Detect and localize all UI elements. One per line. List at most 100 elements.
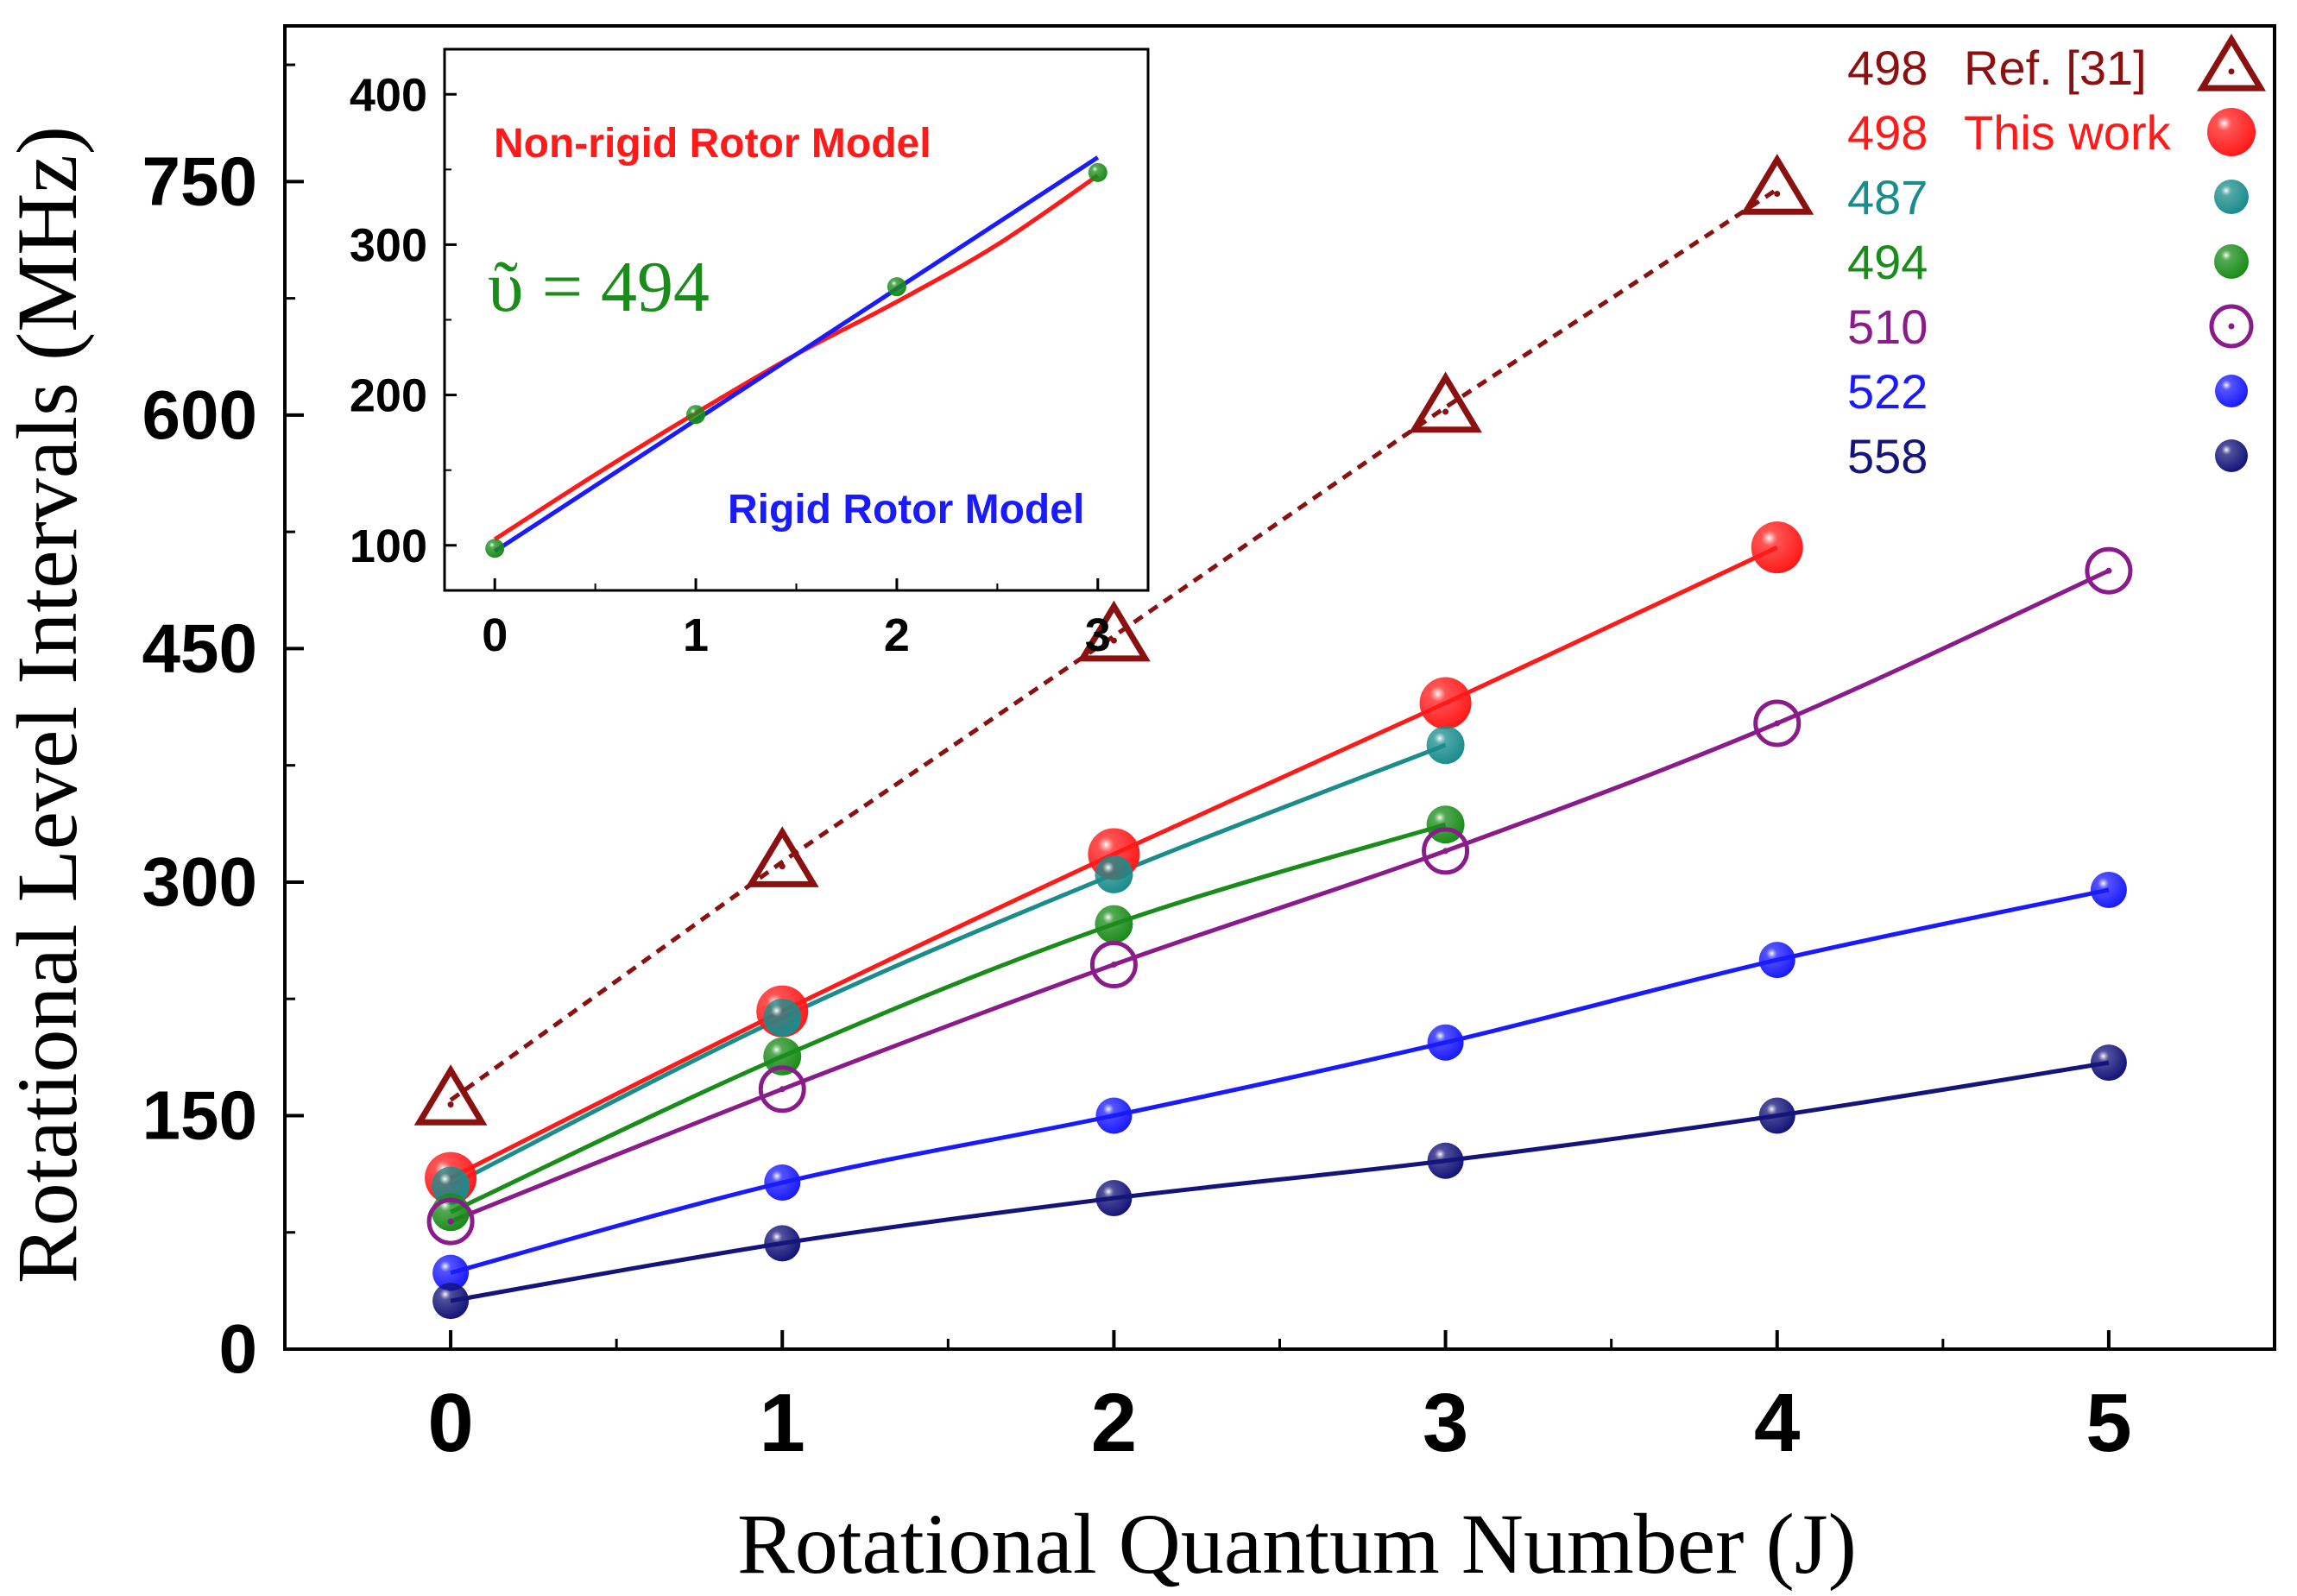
y-tick-label: 750 bbox=[142, 142, 257, 219]
data-point bbox=[1427, 1142, 1464, 1179]
legend-marker bbox=[2209, 304, 2254, 349]
y-tick-label: 450 bbox=[142, 609, 257, 686]
legend-value: 558 bbox=[1847, 429, 1928, 483]
data-point bbox=[413, 1064, 488, 1126]
inset-y-tick-label: 100 bbox=[350, 520, 427, 572]
x-tick-label: 1 bbox=[760, 1377, 805, 1469]
data-point bbox=[432, 1166, 470, 1205]
data-point bbox=[426, 1197, 475, 1246]
data-point-dot bbox=[779, 1086, 786, 1093]
data-point bbox=[764, 1164, 801, 1202]
legend-marker bbox=[2214, 244, 2249, 279]
inset-y-tick-label: 400 bbox=[350, 69, 427, 121]
legend-marker bbox=[2215, 375, 2248, 407]
inset-frequency-label: ῦ = 494 bbox=[488, 247, 710, 327]
y-axis-title: Rotational Level Intervals (MHz) bbox=[0, 126, 95, 1284]
data-point-dot bbox=[779, 863, 786, 870]
series-line-510 bbox=[450, 568, 2110, 1224]
data-point-dot bbox=[1442, 408, 1449, 415]
inset-y-tick-label: 200 bbox=[350, 370, 427, 422]
data-point bbox=[1751, 521, 1803, 574]
data-point bbox=[432, 1283, 470, 1320]
legend-value: 487 bbox=[1847, 170, 1928, 224]
data-point bbox=[1740, 154, 1814, 215]
inset-nonrigid-label: Non-rigid Rotor Model bbox=[494, 121, 931, 167]
legend-label: Ref. [31] bbox=[1964, 41, 2147, 95]
data-point bbox=[1426, 726, 1465, 765]
data-point bbox=[1077, 600, 1151, 662]
y-tick-label: 0 bbox=[219, 1310, 258, 1387]
data-point bbox=[745, 826, 819, 887]
legend-value: 498 bbox=[1847, 105, 1928, 160]
data-point bbox=[2090, 1044, 2127, 1082]
data-point bbox=[2085, 546, 2133, 595]
data-point-dot bbox=[1442, 848, 1449, 855]
series-line-498 bbox=[449, 187, 1779, 1102]
legend-marker bbox=[2207, 108, 2256, 156]
data-point-dot bbox=[1774, 720, 1781, 727]
series-line-487 bbox=[449, 742, 1447, 1188]
x-tick-label: 3 bbox=[1423, 1377, 1468, 1469]
x-tick-label: 4 bbox=[1754, 1377, 1800, 1469]
inset-data-point bbox=[485, 539, 505, 558]
data-point-dot bbox=[1110, 962, 1117, 968]
legend-value: 494 bbox=[1847, 235, 1928, 289]
inset-data-point bbox=[686, 405, 706, 425]
data-point bbox=[758, 1065, 806, 1113]
x-axis-title: Rotational Quantum Number (J) bbox=[737, 1496, 1857, 1592]
inset-x-tick-label: 2 bbox=[884, 609, 910, 661]
data-point bbox=[1095, 1180, 1133, 1217]
series-line-558 bbox=[450, 1060, 2110, 1303]
y-tick-label: 300 bbox=[142, 843, 257, 920]
inset-x-tick-label: 1 bbox=[683, 609, 709, 661]
legend-marker-dot bbox=[2228, 323, 2235, 330]
data-point bbox=[1758, 942, 1795, 979]
legend-value: 498 bbox=[1847, 41, 1928, 95]
legend-value: 510 bbox=[1847, 300, 1928, 354]
series-line-522 bbox=[450, 887, 2110, 1276]
legend-marker-dot bbox=[2228, 68, 2235, 75]
legend-marker bbox=[2197, 33, 2266, 91]
data-point bbox=[1095, 905, 1133, 943]
data-point bbox=[764, 1225, 801, 1262]
inset-x-tick-label: 0 bbox=[482, 609, 508, 661]
x-tick-label: 5 bbox=[2086, 1377, 2131, 1469]
data-point bbox=[432, 1254, 470, 1291]
data-point bbox=[1409, 371, 1482, 433]
data-point bbox=[1095, 855, 1133, 893]
legend-marker bbox=[2215, 439, 2248, 472]
data-point bbox=[1427, 1024, 1464, 1061]
x-tick-label: 0 bbox=[427, 1377, 473, 1469]
data-point-dot bbox=[2105, 567, 2112, 574]
inset-fit-line bbox=[493, 155, 1100, 553]
y-tick-label: 150 bbox=[142, 1076, 257, 1153]
data-point-dot bbox=[447, 1218, 454, 1225]
inset-x-tick-label: 3 bbox=[1085, 609, 1111, 661]
data-point bbox=[1419, 677, 1472, 729]
data-point bbox=[2090, 871, 2127, 908]
inset-y-tick-label: 300 bbox=[350, 219, 427, 271]
data-point bbox=[763, 998, 802, 1037]
data-point bbox=[1095, 1097, 1133, 1134]
inset-data-point bbox=[1088, 162, 1107, 182]
legend-label: This work bbox=[1964, 105, 2172, 160]
y-tick-label: 600 bbox=[142, 376, 257, 453]
data-point-dot bbox=[447, 1101, 454, 1108]
legend: 498 Ref. [31] 498 This work 487 494 510 522 558 bbox=[1847, 33, 2266, 483]
inset-frame bbox=[443, 47, 1150, 592]
data-point-dot bbox=[1774, 191, 1781, 198]
data-point bbox=[1426, 805, 1465, 844]
data-point bbox=[1089, 941, 1138, 989]
data-point-dot bbox=[1110, 637, 1117, 644]
data-point bbox=[763, 1037, 802, 1076]
data-point bbox=[1422, 827, 1470, 875]
inset-data-point bbox=[887, 277, 906, 297]
data-point bbox=[1753, 699, 1802, 748]
inset-rigid-label: Rigid Rotor Model bbox=[728, 487, 1084, 533]
legend-marker bbox=[2214, 180, 2249, 214]
x-tick-label: 2 bbox=[1091, 1377, 1137, 1469]
legend-value: 522 bbox=[1847, 364, 1928, 419]
series-line-494 bbox=[450, 822, 1447, 1214]
